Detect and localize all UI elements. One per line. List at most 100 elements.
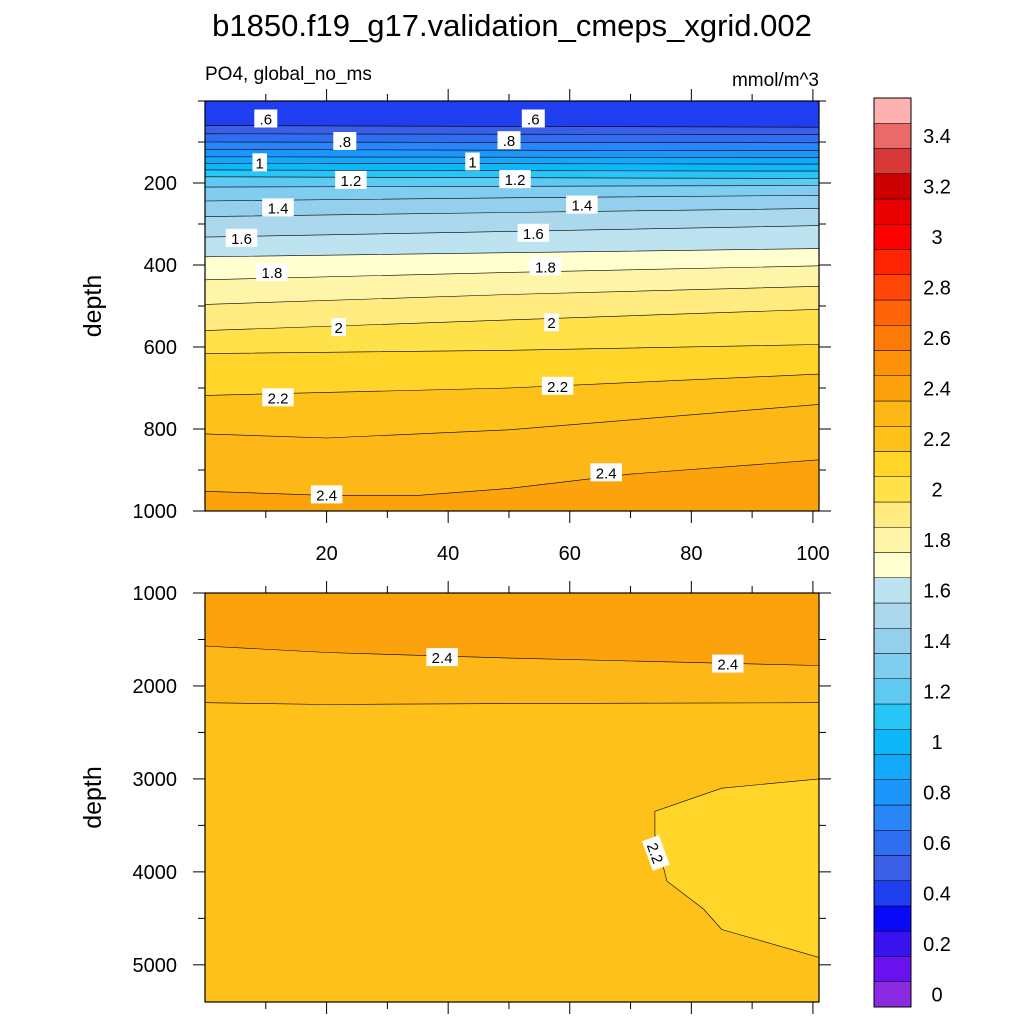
contour-label: 2.4 (590, 463, 622, 482)
contour-label: 1.6 (225, 228, 258, 248)
contour-label-text: .6 (527, 112, 540, 129)
contour-label-bg (566, 195, 598, 214)
contour-line (205, 195, 819, 202)
colorbar-box (873, 476, 912, 503)
contour-label: .8 (497, 131, 521, 150)
contour-line (205, 373, 819, 396)
colorbar-box (873, 754, 912, 780)
contour-label-text: 1.2 (505, 172, 526, 189)
contour-line (205, 286, 819, 305)
contour-line (205, 125, 819, 128)
contour-label-bg (335, 170, 367, 189)
contour-fill (205, 459, 819, 511)
units-label: mmol/m^3 (732, 70, 819, 91)
y-tick-label: 800 (144, 419, 177, 441)
colorbar-box (873, 375, 912, 402)
contour-line (205, 344, 819, 354)
contour-line (205, 459, 819, 496)
colorbar-label: 3 (931, 227, 942, 249)
colorbar-label: 2.8 (923, 277, 951, 299)
y-tick-label: 400 (144, 255, 177, 277)
colorbar-label: 2.6 (923, 328, 951, 350)
colorbar-box (873, 501, 912, 528)
panel-bottom: 2.4 2.4 2.2 1000 2000 3000 4000 5000 depth (79, 581, 831, 1014)
colorbar-box (873, 173, 912, 200)
contour-label-text: 2.4 (717, 657, 738, 674)
contour-label-text: .8 (503, 133, 516, 150)
colorbar-label: 2.2 (923, 429, 951, 451)
contour-label-bg (333, 132, 357, 150)
contour-label-text: 1.8 (261, 265, 282, 282)
contour-label-text: 1.4 (268, 200, 289, 217)
colorbar-box (873, 628, 912, 654)
contour-label-text: 1.6 (523, 226, 544, 243)
y-axis-label: depth (79, 275, 107, 338)
colorbar-label: 1.2 (923, 681, 951, 703)
colorbar-box (873, 653, 912, 679)
y-tick-label: 5000 (133, 955, 178, 977)
axis-ticks: 20 40 60 80 100 200 400 600 800 1000 (133, 89, 831, 565)
contour-fill (654, 778, 819, 958)
contour-line (205, 163, 819, 165)
colorbar-label: 1.6 (923, 580, 951, 602)
colorbar-box (873, 804, 912, 831)
contour-line (205, 156, 819, 158)
colorbar-box (873, 148, 912, 174)
colorbar-box (873, 931, 912, 957)
colorbar-box (873, 678, 912, 705)
contour-label: .6 (521, 109, 545, 129)
contour-label-bg (331, 318, 346, 337)
contour-label-bg (310, 485, 343, 504)
contour-line (205, 225, 819, 238)
contour-line (205, 208, 819, 217)
colorbar-box (873, 602, 912, 629)
colorbar-label: 1.4 (923, 631, 951, 653)
contour-label-bg (499, 170, 531, 189)
contour-label: 1.4 (566, 195, 598, 215)
colorbar-label: 3.4 (923, 126, 951, 148)
contour-label: 2.2 (541, 376, 574, 396)
y-axis-label: depth (79, 766, 107, 829)
contour-label-bg (225, 228, 258, 247)
colorbar-box (873, 400, 912, 427)
contour-fill (205, 702, 819, 1002)
colorbar-label: 2.4 (923, 378, 951, 400)
y-tick-label: 1000 (133, 501, 178, 523)
colorbar-label: 3.2 (923, 176, 951, 198)
contour-label-bg (590, 463, 622, 482)
contour-label-bg (544, 313, 559, 332)
contour-label: 1.8 (256, 263, 288, 282)
contour-label-bg (529, 257, 562, 276)
contour-label-text: .8 (339, 134, 352, 151)
colorbar-box (873, 198, 912, 225)
contour-label: 1 (252, 153, 267, 172)
y-tick-label: 600 (144, 337, 177, 359)
colorbar: 0 0.2 0.4 0.6 0.8 1 1.2 1.4 1.6 1.8 2 2.2 2.4 2.6 2.8 3… (873, 97, 951, 1008)
colorbar-box (873, 981, 912, 1008)
colorbar-box (873, 779, 912, 806)
contour-label-text: 1 (468, 155, 476, 172)
contour-label: 1.2 (335, 170, 367, 190)
colorbar-label: 0.8 (923, 782, 951, 804)
chart-title: b1850.f19_g17.validation_cmeps_xgrid.002 (212, 8, 812, 43)
x-tick-label: 20 (315, 543, 337, 565)
colorbar-label: 0.4 (923, 883, 951, 905)
contour-label: 2.4 (712, 654, 744, 674)
contour-line (205, 702, 819, 705)
y-tick-label: 3000 (133, 769, 178, 791)
contour-label-bg (426, 648, 458, 667)
axis-ticks: 1000 2000 3000 4000 5000 (133, 581, 831, 1014)
contour-label-text: 2.4 (432, 650, 453, 667)
x-tick-label: 100 (796, 543, 829, 565)
contour-label-bg (641, 835, 670, 871)
colorbar-label: 2 (931, 479, 942, 501)
x-tick-label: 60 (559, 543, 581, 565)
contour-label: .8 (333, 132, 357, 151)
colorbar-box (873, 577, 912, 604)
colorbar-box (873, 855, 912, 881)
contour-label: 2 (544, 313, 559, 332)
contour-line (205, 149, 819, 151)
contour-labels: 2.4 2.4 2.2 (426, 648, 744, 871)
contour-panels: .6.6.8.81 11.2 1.21.4 1.41.6 1.61.8 1.82 22.22… (79, 89, 831, 1014)
